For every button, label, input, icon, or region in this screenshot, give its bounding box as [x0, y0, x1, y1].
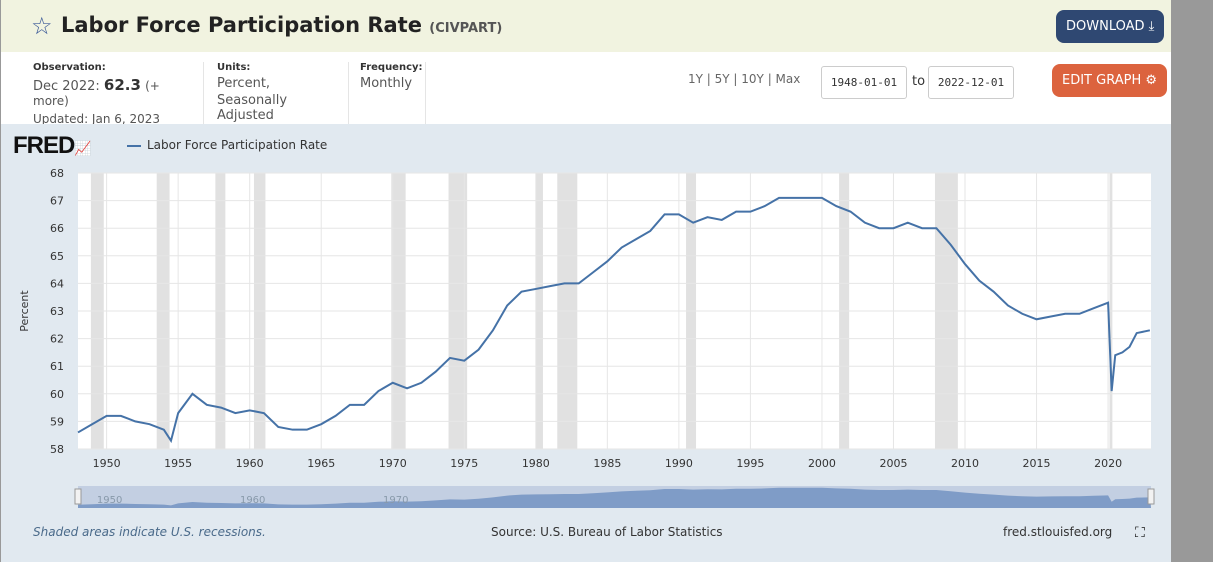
units-value: Percent,: [217, 76, 271, 91]
frequency-value: Monthly: [360, 76, 413, 91]
recession-note: Shaded areas indicate U.S. recessions.: [33, 525, 266, 539]
source-note: Source: U.S. Bureau of Labor Statistics: [491, 525, 723, 539]
observation-label: Observation:: [33, 62, 106, 73]
header: ☆ Labor Force Participation Rate (CIVPAR…: [1, 0, 1171, 52]
observation-value: 62.3: [103, 76, 141, 94]
window-gutter: [1171, 0, 1213, 562]
series-id: (CIVPART): [429, 21, 503, 36]
site-link[interactable]: fred.stlouisfed.org: [1003, 525, 1113, 539]
to-label: to: [912, 74, 926, 89]
fred-graph-panel: ☆ Labor Force Participation Rate (CIVPAR…: [0, 0, 1172, 562]
more-link[interactable]: (+ more): [33, 79, 160, 108]
legend-swatch: [127, 144, 141, 147]
title-text: Labor Force Participation Rate: [61, 13, 422, 37]
series-meta: Observation: Dec 2022: 62.3 (+ more) Upd…: [1, 52, 1171, 126]
download-icon: ⤓: [1148, 19, 1155, 34]
start-date-input[interactable]: 1948-01-01: [821, 66, 907, 99]
chart-area: FRED📈 Labor Force Participation Rate Sha…: [1, 124, 1171, 562]
fred-logo: FRED📈: [13, 132, 92, 159]
edit-graph-label: EDIT GRAPH: [1062, 73, 1142, 88]
units-block: Units: Percent, Seasonally Adjusted: [217, 62, 349, 124]
edit-graph-button[interactable]: EDIT GRAPH ⚙: [1052, 64, 1168, 97]
gear-icon: ⚙: [1145, 73, 1158, 88]
fullscreen-icon[interactable]: ⛶: [1135, 525, 1145, 541]
observation-date: Dec 2022:: [33, 79, 100, 94]
legend-label: Labor Force Participation Rate: [147, 138, 328, 152]
frequency-label: Frequency:: [360, 62, 423, 73]
legend: Labor Force Participation Rate: [127, 138, 327, 152]
page-title: Labor Force Participation Rate (CIVPART): [61, 13, 502, 37]
star-icon[interactable]: ☆: [31, 12, 53, 40]
units-label: Units:: [217, 62, 251, 73]
range-buttons[interactable]: 1Y | 5Y | 10Y | Max: [688, 72, 801, 86]
download-button[interactable]: DOWNLOAD ⤓: [1056, 10, 1165, 43]
observation-block: Observation: Dec 2022: 62.3 (+ more) Upd…: [33, 62, 204, 126]
download-label: DOWNLOAD: [1066, 19, 1145, 34]
updated-date: Updated: Jan 6, 2023: [33, 112, 161, 126]
units-adjustment: Seasonally Adjusted: [217, 93, 288, 123]
end-date-input[interactable]: 2022-12-01: [928, 66, 1014, 99]
frequency-block: Frequency: Monthly: [360, 62, 426, 124]
